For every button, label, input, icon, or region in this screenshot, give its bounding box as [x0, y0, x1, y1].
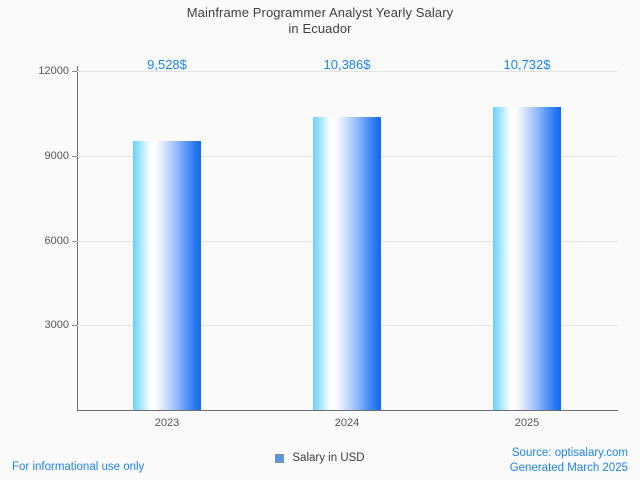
y-axis-tick-mark	[72, 325, 77, 327]
footer-generated-line: Generated March 2025	[509, 462, 628, 474]
y-axis-tick-label: 6000	[44, 234, 69, 247]
bar-value-label: 10,386$	[323, 57, 371, 72]
chart-title-line-1: Mainframe Programmer Analyst Yearly Sala…	[186, 5, 454, 20]
x-axis-line	[77, 410, 618, 411]
bar[interactable]	[133, 140, 201, 410]
x-axis-tick-label: 2023	[154, 417, 180, 429]
footer-source-line: Source: optisalary.com	[511, 447, 628, 459]
y-axis-tick-mark	[72, 71, 77, 72]
footer-disclaimer: For informational use only	[12, 461, 145, 473]
x-axis-tick-label: 2024	[334, 417, 360, 429]
y-axis-tick-mark	[72, 240, 77, 242]
y-axis-tick-label: 9000	[44, 149, 69, 162]
y-axis-tick-mark	[72, 155, 77, 157]
y-axis-tick-label: 3000	[44, 319, 69, 332]
y-axis-line	[77, 66, 78, 411]
legend-swatch-icon	[275, 453, 285, 463]
bar[interactable]	[493, 106, 561, 410]
chart-legend: Salary in USD	[0, 452, 640, 464]
x-axis-tick-label: 2025	[514, 417, 540, 429]
footer-source: Source: optisalary.com Generated March 2…	[510, 446, 628, 476]
bar-value-label: 10,732$	[503, 57, 551, 72]
gridline	[77, 71, 617, 72]
chart-title: Mainframe Programmer Analyst Yearly Sala…	[0, 5, 640, 37]
legend-item-label: Salary in USD	[292, 452, 365, 464]
plot-area	[77, 60, 617, 410]
bar-value-label: 9,528$	[147, 57, 187, 72]
y-axis-tick-label: 12000	[38, 65, 69, 77]
chart-title-line-2: in Ecuador	[288, 21, 352, 36]
bar[interactable]	[313, 116, 381, 410]
